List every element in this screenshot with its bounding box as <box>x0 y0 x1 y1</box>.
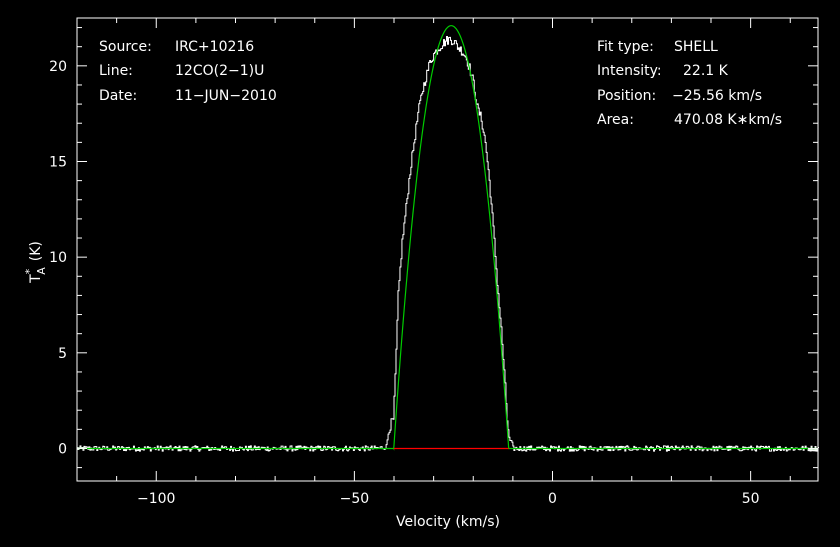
area-value: 470.08 K∗km/s <box>674 112 782 128</box>
y-tick-label: 15 <box>49 154 67 170</box>
info-left-panel: Source: IRC+10216 Line: 12CO(2−1)U Date:… <box>99 39 277 104</box>
plot-layer <box>77 25 819 452</box>
source-value: IRC+10216 <box>175 39 254 55</box>
intensity-key: Intensity: <box>597 63 662 79</box>
x-tick-label: −50 <box>340 491 370 507</box>
position-value: −25.56 km/s <box>672 88 762 104</box>
fit-type-key: Fit type: <box>597 39 654 55</box>
shell-fit-curve <box>77 25 818 450</box>
position-key: Position: <box>597 88 656 104</box>
y-axis-label: T*A (K) <box>23 241 48 284</box>
x-tick-label: 50 <box>742 491 760 507</box>
svg-text:T*A(K): T*A (K) <box>23 241 48 284</box>
axis-layer: −100 −50 0 50 0 5 10 15 20 <box>49 17 819 507</box>
y-axis-label-sub: A <box>35 267 48 275</box>
x-tick-label: −100 <box>137 491 175 507</box>
date-key: Date: <box>99 88 137 104</box>
y-tick-label: 10 <box>49 250 67 266</box>
fit-type-value: SHELL <box>674 39 718 55</box>
y-tick-label: 5 <box>58 346 67 362</box>
x-tick-label: 0 <box>548 491 557 507</box>
date-value: 11−JUN−2010 <box>175 88 277 104</box>
line-key: Line: <box>99 63 133 79</box>
x-axis-label: Velocity (km/s) <box>396 514 500 530</box>
y-tick-label: 20 <box>49 59 67 75</box>
source-key: Source: <box>99 39 152 55</box>
line-value: 12CO(2−1)U <box>175 63 264 79</box>
y-tick-label: 0 <box>58 441 67 457</box>
y-axis-label-symbol: T <box>28 274 44 284</box>
info-right-panel: Fit type: SHELL Intensity: 22.1 K Positi… <box>597 39 782 128</box>
plot-frame <box>76 17 819 482</box>
observed-spectrum <box>77 36 819 452</box>
y-axis-label-sup: * <box>23 268 36 274</box>
y-axis-label-unit: (K) <box>28 241 44 261</box>
intensity-value: 22.1 K <box>683 63 729 79</box>
area-key: Area: <box>597 112 634 128</box>
